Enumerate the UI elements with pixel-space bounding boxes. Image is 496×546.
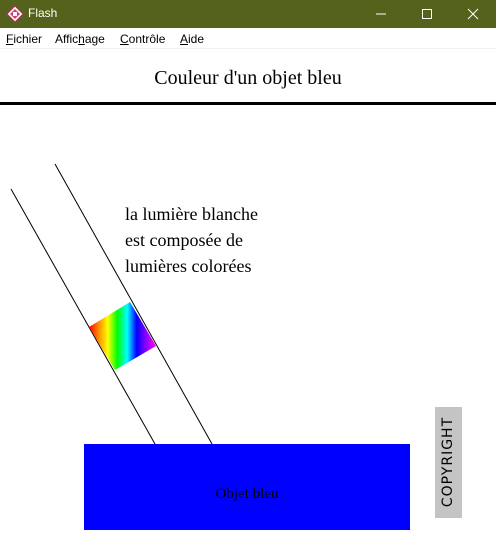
close-icon (467, 8, 479, 20)
close-button[interactable] (450, 0, 496, 28)
flash-app-icon[interactable] (6, 5, 24, 23)
menu-affichage[interactable]: Affichage (55, 32, 105, 46)
caption-text: la lumière blanche est composée de lumiè… (125, 201, 345, 279)
caption-line-3: lumières colorées (125, 256, 252, 276)
menu-controle[interactable]: Contrôle (120, 32, 166, 46)
light-beam-right-edge (54, 163, 213, 445)
object-label: Objet bleu (215, 486, 279, 502)
flash-stage: Couleur d'un objet bleu la lumière blanc… (0, 49, 496, 546)
maximize-icon (422, 9, 432, 19)
blue-object: Objet bleu (84, 444, 410, 530)
menu-aide[interactable]: Aide (180, 32, 205, 46)
light-diagram (10, 163, 213, 445)
menu-bar: Fichier Affichage Contrôle Aide (0, 28, 496, 49)
copyright-watermark: COPYRIGHT (435, 407, 462, 518)
page-title: Couleur d'un objet bleu (154, 67, 342, 89)
minimize-button[interactable] (358, 0, 404, 28)
title-bar: Flash (0, 0, 496, 28)
menu-fichier[interactable]: Fichier (6, 32, 43, 46)
color-spectrum-band (89, 302, 156, 370)
title-divider (0, 102, 496, 105)
copyright-text: COPYRIGHT (440, 416, 456, 508)
light-beam-left-edge (10, 188, 156, 445)
minimize-icon (376, 13, 386, 15)
caption-line-1: la lumière blanche (125, 204, 258, 224)
caption-line-2: est composée de (125, 230, 243, 250)
window-title: Flash (28, 6, 58, 20)
maximize-button[interactable] (404, 0, 450, 28)
